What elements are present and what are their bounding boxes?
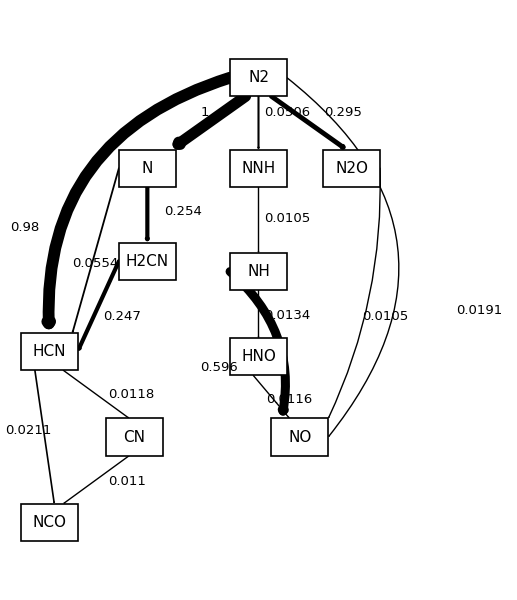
Text: 0.0134: 0.0134 bbox=[264, 309, 310, 322]
Text: 0.0105: 0.0105 bbox=[264, 212, 310, 225]
FancyBboxPatch shape bbox=[230, 338, 287, 376]
Text: 0.0554: 0.0554 bbox=[72, 257, 118, 271]
Text: H2CN: H2CN bbox=[126, 254, 169, 269]
FancyArrowPatch shape bbox=[73, 168, 119, 332]
Text: NNH: NNH bbox=[241, 161, 276, 176]
Text: NH: NH bbox=[247, 264, 270, 279]
Text: 0.596: 0.596 bbox=[201, 361, 238, 374]
FancyBboxPatch shape bbox=[21, 503, 78, 541]
FancyBboxPatch shape bbox=[230, 149, 287, 187]
Text: N: N bbox=[142, 161, 153, 176]
Text: CN: CN bbox=[124, 430, 145, 445]
FancyArrowPatch shape bbox=[64, 455, 129, 503]
FancyBboxPatch shape bbox=[21, 333, 78, 370]
Text: N2O: N2O bbox=[335, 161, 368, 176]
Text: NO: NO bbox=[288, 430, 312, 445]
Text: 0.295: 0.295 bbox=[324, 106, 361, 119]
Text: 0.254: 0.254 bbox=[164, 205, 202, 218]
FancyArrowPatch shape bbox=[35, 370, 54, 502]
Text: HNO: HNO bbox=[241, 349, 276, 364]
FancyArrowPatch shape bbox=[253, 376, 289, 418]
Text: 1: 1 bbox=[201, 106, 209, 119]
FancyBboxPatch shape bbox=[119, 149, 176, 187]
Text: 0.0191: 0.0191 bbox=[456, 304, 502, 317]
Text: HCN: HCN bbox=[33, 344, 66, 359]
Text: 0.011: 0.011 bbox=[109, 475, 146, 488]
FancyBboxPatch shape bbox=[119, 242, 176, 280]
Text: 0.0506: 0.0506 bbox=[264, 106, 310, 119]
FancyArrowPatch shape bbox=[48, 77, 230, 323]
FancyArrowPatch shape bbox=[287, 77, 399, 436]
Text: NCO: NCO bbox=[32, 515, 66, 530]
FancyArrowPatch shape bbox=[230, 272, 285, 411]
FancyArrowPatch shape bbox=[147, 187, 148, 239]
FancyBboxPatch shape bbox=[106, 418, 163, 455]
FancyArrowPatch shape bbox=[79, 261, 119, 349]
Text: 0.0105: 0.0105 bbox=[362, 310, 408, 323]
FancyBboxPatch shape bbox=[323, 149, 380, 187]
FancyArrowPatch shape bbox=[271, 97, 343, 147]
Text: 0.247: 0.247 bbox=[103, 310, 141, 323]
FancyBboxPatch shape bbox=[271, 418, 328, 455]
Text: 0.0116: 0.0116 bbox=[266, 393, 312, 406]
Text: 0.98: 0.98 bbox=[10, 221, 40, 234]
Text: 0.0211: 0.0211 bbox=[5, 424, 52, 437]
FancyBboxPatch shape bbox=[230, 59, 287, 97]
Text: N2: N2 bbox=[248, 70, 269, 85]
FancyArrowPatch shape bbox=[63, 370, 128, 418]
FancyArrowPatch shape bbox=[329, 168, 381, 418]
Text: 0.0118: 0.0118 bbox=[109, 388, 155, 401]
FancyArrowPatch shape bbox=[178, 97, 246, 145]
FancyBboxPatch shape bbox=[230, 253, 287, 290]
